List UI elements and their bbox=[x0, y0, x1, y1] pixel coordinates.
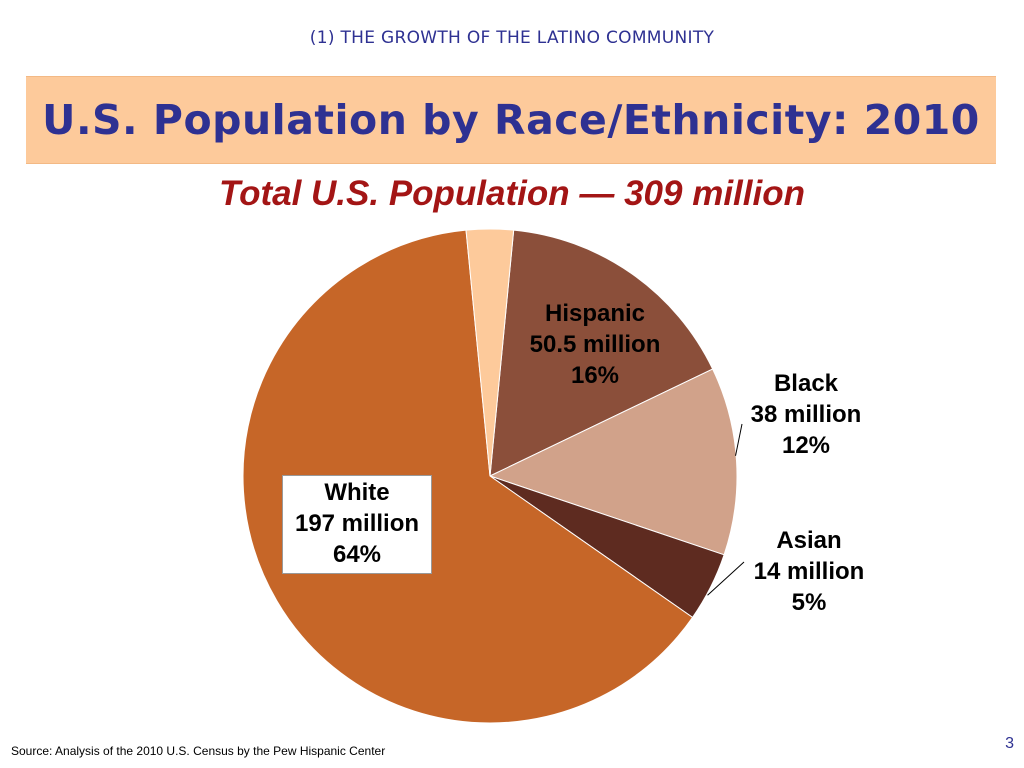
slice-label-white: White 197 million 64% bbox=[282, 475, 432, 574]
black-name: Black bbox=[773, 370, 839, 397]
section-kicker: (1) THE GROWTH OF THE LATINO COMMUNITY bbox=[309, 28, 715, 48]
hispanic-name: Hispanic bbox=[544, 300, 646, 327]
chart-title: Total U.S. Population — 309 million bbox=[219, 174, 805, 213]
page-number: 3 bbox=[1005, 735, 1014, 752]
white-name: White bbox=[324, 479, 390, 506]
white-value: 197 million bbox=[294, 510, 420, 537]
slide-title: U.S. Population by Race/Ethnicity: 2010 bbox=[42, 96, 980, 144]
hispanic-percent: 16% bbox=[570, 362, 620, 389]
pie-slice-hispanic bbox=[489, 229, 714, 477]
leader-line-black bbox=[735, 423, 743, 456]
slice-label-black: Black 38 million 12% bbox=[736, 368, 876, 461]
title-banner: U.S. Population by Race/Ethnicity: 2010 bbox=[26, 76, 996, 164]
black-percent: 12% bbox=[781, 432, 831, 459]
pie-slice-other bbox=[465, 228, 515, 477]
pie-slice-black bbox=[488, 368, 738, 556]
asian-percent: 5% bbox=[791, 589, 827, 616]
black-value: 38 million bbox=[750, 401, 862, 428]
slice-label-asian: Asian 14 million 5% bbox=[740, 525, 878, 618]
leader-line-asian bbox=[707, 561, 745, 596]
hispanic-value: 50.5 million bbox=[529, 331, 661, 358]
slice-label-hispanic: Hispanic 50.5 million 16% bbox=[512, 298, 678, 391]
pie-slice-white bbox=[242, 229, 694, 724]
source-note: Source: Analysis of the 2010 U.S. Census… bbox=[11, 744, 386, 758]
asian-name: Asian bbox=[776, 527, 842, 554]
pie-slices bbox=[242, 228, 738, 724]
leader-lines bbox=[707, 423, 745, 596]
white-percent: 64% bbox=[332, 541, 382, 568]
asian-value: 14 million bbox=[753, 558, 865, 585]
